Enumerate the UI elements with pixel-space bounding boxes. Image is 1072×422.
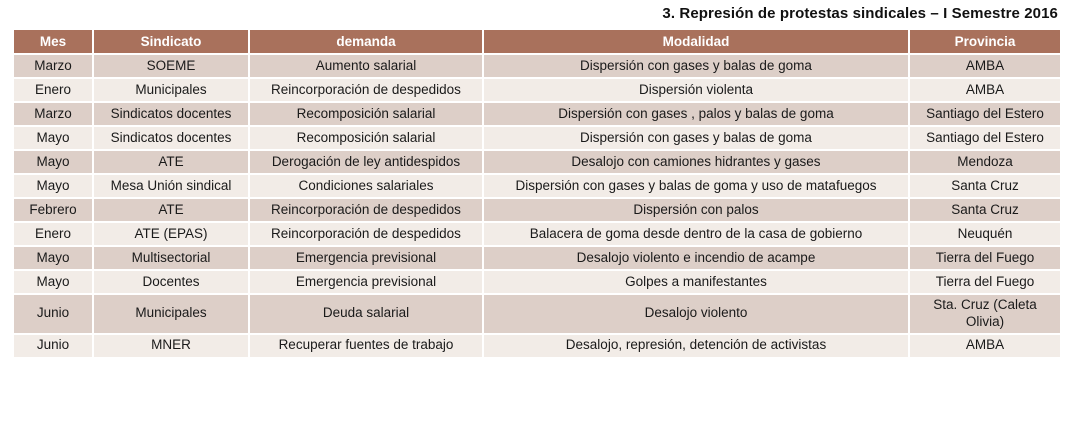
table-row: Mayo Sindicatos docentes Recomposición sal… [12, 125, 1062, 151]
column-header-provincia: Provincia [908, 28, 1062, 55]
cell-demanda: Reincorporación de despedidos [248, 221, 484, 247]
table-row: Junio MNER Recuperar fuentes de trabajo Des… [12, 332, 1062, 359]
table-row: Mayo ATE Derogación de ley antidespidos Des… [12, 149, 1062, 175]
cell-provincia: Sta. Cruz (Caleta Olivia) [908, 293, 1062, 335]
table-row: Mayo Multisectorial Emergencia previsional… [12, 245, 1062, 271]
cell-modalidad: Balacera de goma desde dentro de la casa… [482, 221, 910, 247]
table-row: Junio Municipales Deuda salarial Desalojo v… [12, 293, 1062, 335]
cell-mes: Marzo [12, 53, 94, 79]
table-row: Enero ATE (EPAS) Reincorporación de desped… [12, 221, 1062, 247]
column-header-modalidad: Modalidad [482, 28, 910, 55]
cell-provincia: Mendoza [908, 149, 1062, 175]
cell-mes: Enero [12, 77, 94, 103]
table-row: Enero Municipales Reincorporación de despe… [12, 77, 1062, 103]
cell-modalidad: Dispersión con gases , palos y balas de … [482, 101, 910, 127]
cell-modalidad: Dispersión con gases y balas de goma [482, 125, 910, 151]
cell-mes: Mayo [12, 245, 94, 271]
cell-provincia: Santiago del Estero [908, 101, 1062, 127]
cell-sindicato: MNER [92, 332, 250, 359]
cell-mes: Mayo [12, 125, 94, 151]
table-row: Marzo Sindicatos docentes Recomposición sa… [12, 101, 1062, 127]
cell-demanda: Condiciones salariales [248, 173, 484, 199]
cell-sindicato: Multisectorial [92, 245, 250, 271]
cell-modalidad: Dispersión con gases y balas de goma [482, 53, 910, 79]
cell-mes: Mayo [12, 149, 94, 175]
cell-provincia: Tierra del Fuego [908, 245, 1062, 271]
cell-provincia: Santiago del Estero [908, 125, 1062, 151]
cell-modalidad: Dispersión con palos [482, 197, 910, 223]
column-header-demanda: demanda [248, 28, 484, 55]
cell-provincia: Neuquén [908, 221, 1062, 247]
cell-demanda: Aumento salarial [248, 53, 484, 79]
cell-mes: Enero [12, 221, 94, 247]
cell-mes: Febrero [12, 197, 94, 223]
cell-mes: Junio [12, 293, 94, 335]
table-body: Marzo SOEME Aumento salarial Dispersión con… [12, 53, 1062, 359]
cell-modalidad: Dispersión con gases y balas de goma y u… [482, 173, 910, 199]
cell-sindicato: Docentes [92, 269, 250, 295]
cell-demanda: Recuperar fuentes de trabajo [248, 332, 484, 359]
cell-demanda: Emergencia previsional [248, 269, 484, 295]
cell-provincia: Santa Cruz [908, 173, 1062, 199]
cell-modalidad: Desalojo, represión, detención de activi… [482, 332, 910, 359]
cell-sindicato: Sindicatos docentes [92, 125, 250, 151]
cell-mes: Mayo [12, 269, 94, 295]
cell-demanda: Emergencia previsional [248, 245, 484, 271]
column-header-sindicato: Sindicato [92, 28, 250, 55]
column-header-mes: Mes [12, 28, 94, 55]
repression-table: Mes Sindicato demanda Modalidad Provincia Ma… [12, 28, 1062, 359]
cell-modalidad: Desalojo con camiones hidrantes y gases [482, 149, 910, 175]
cell-provincia: AMBA [908, 77, 1062, 103]
table-header: Mes Sindicato demanda Modalidad Provincia [12, 28, 1062, 55]
cell-sindicato: ATE [92, 149, 250, 175]
cell-provincia: Tierra del Fuego [908, 269, 1062, 295]
cell-demanda: Deuda salarial [248, 293, 484, 335]
cell-mes: Marzo [12, 101, 94, 127]
cell-provincia: AMBA [908, 53, 1062, 79]
cell-sindicato: Sindicatos docentes [92, 101, 250, 127]
cell-modalidad: Desalojo violento [482, 293, 910, 335]
table-row: Marzo SOEME Aumento salarial Dispersión con… [12, 53, 1062, 79]
cell-sindicato: SOEME [92, 53, 250, 79]
page-title: 3. Represión de protestas sindicales – I… [662, 5, 1058, 22]
table-row: Mayo Docentes Emergencia previsional Golpes… [12, 269, 1062, 295]
cell-modalidad: Golpes a manifestantes [482, 269, 910, 295]
cell-provincia: AMBA [908, 332, 1062, 359]
cell-sindicato: ATE [92, 197, 250, 223]
table-row: Febrero ATE Reincorporación de despedidos D… [12, 197, 1062, 223]
cell-modalidad: Dispersión violenta [482, 77, 910, 103]
cell-demanda: Derogación de ley antidespidos [248, 149, 484, 175]
cell-sindicato: Mesa Unión sindical [92, 173, 250, 199]
header-row: Mes Sindicato demanda Modalidad Provincia [12, 28, 1062, 55]
cell-sindicato: ATE (EPAS) [92, 221, 250, 247]
cell-demanda: Recomposición salarial [248, 125, 484, 151]
table-row: Mayo Mesa Unión sindical Condiciones salar… [12, 173, 1062, 199]
cell-demanda: Reincorporación de despedidos [248, 77, 484, 103]
cell-mes: Mayo [12, 173, 94, 199]
cell-mes: Junio [12, 332, 94, 359]
cell-provincia: Santa Cruz [908, 197, 1062, 223]
cell-demanda: Reincorporación de despedidos [248, 197, 484, 223]
cell-sindicato: Municipales [92, 77, 250, 103]
cell-sindicato: Municipales [92, 293, 250, 335]
cell-modalidad: Desalojo violento e incendio de acampe [482, 245, 910, 271]
cell-demanda: Recomposición salarial [248, 101, 484, 127]
